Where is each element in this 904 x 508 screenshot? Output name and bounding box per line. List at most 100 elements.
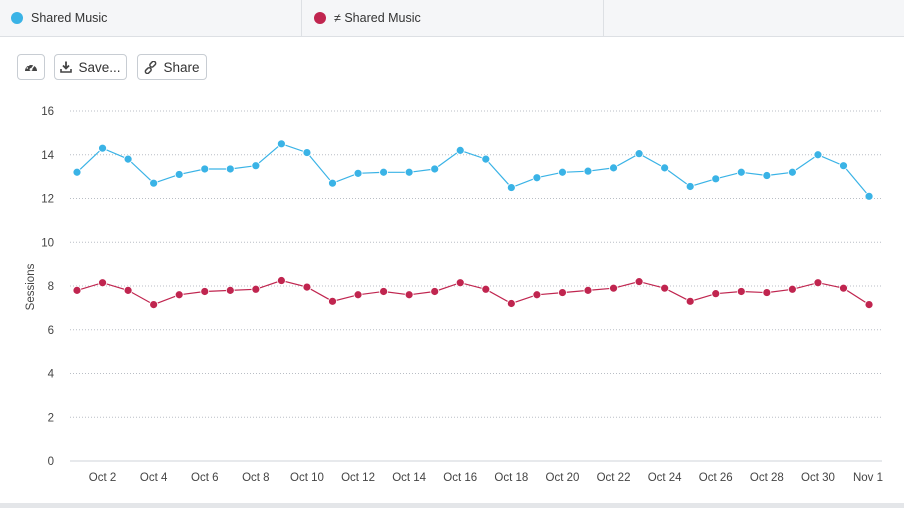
- legend-label: Shared Music: [31, 11, 108, 25]
- data-point: [558, 288, 567, 297]
- y-tick-label: 10: [41, 237, 54, 249]
- x-tick-label: Oct 6: [191, 472, 218, 484]
- data-point: [685, 182, 695, 191]
- legend-bar: Shared Music ≠ Shared Music: [0, 0, 904, 37]
- x-tick-label: Oct 14: [392, 472, 426, 484]
- data-point: [379, 167, 389, 177]
- data-point: [430, 164, 440, 174]
- x-tick-label: Oct 18: [494, 472, 528, 484]
- data-point: [123, 285, 133, 295]
- data-point: [711, 289, 721, 299]
- data-point: [200, 287, 210, 296]
- y-tick-label: 14: [41, 150, 54, 162]
- data-point: [251, 161, 261, 171]
- data-point: [328, 296, 337, 306]
- y-axis-label: Sessions: [25, 263, 37, 310]
- data-point: [276, 139, 286, 149]
- data-point: [762, 171, 772, 180]
- x-tick-label: Oct 4: [140, 472, 168, 484]
- data-point: [98, 278, 107, 288]
- series-color-dot: [11, 12, 23, 24]
- y-tick-label: 12: [41, 194, 54, 206]
- data-point: [430, 287, 440, 296]
- bottom-scrollbar: [0, 503, 904, 508]
- data-point: [149, 178, 159, 188]
- x-tick-label: Oct 24: [648, 472, 682, 484]
- series-line-1: [76, 143, 870, 197]
- data-point: [276, 276, 286, 285]
- data-point: [481, 154, 491, 164]
- dashboard-icon: [25, 63, 37, 71]
- data-point: [506, 183, 516, 192]
- data-point: [736, 167, 746, 177]
- data-point: [174, 170, 184, 179]
- data-point: [532, 173, 542, 183]
- data-point: [353, 168, 363, 178]
- data-point: [660, 283, 670, 293]
- data-point: [864, 300, 874, 309]
- data-point: [788, 284, 797, 294]
- data-point: [379, 287, 389, 296]
- y-tick-label: 0: [48, 456, 54, 468]
- data-point: [558, 167, 567, 177]
- data-point: [174, 290, 184, 300]
- x-tick-label: Oct 28: [750, 472, 784, 484]
- data-point: [251, 284, 261, 294]
- data-point: [225, 164, 235, 174]
- x-tick-label: Oct 16: [443, 472, 477, 484]
- legend-label: ≠ Shared Music: [334, 11, 421, 25]
- data-point: [72, 167, 82, 177]
- data-point: [788, 167, 797, 177]
- download-icon: [60, 61, 73, 73]
- data-point: [609, 163, 618, 173]
- x-tick-label: Oct 10: [290, 472, 324, 484]
- data-point: [762, 288, 772, 297]
- data-point: [609, 283, 618, 293]
- x-tick-label: Oct 2: [89, 472, 116, 484]
- legend-item-shared-music[interactable]: Shared Music: [0, 0, 302, 36]
- data-point: [328, 178, 337, 188]
- save-label: Save...: [78, 59, 121, 75]
- data-point: [685, 296, 695, 306]
- y-tick-label: 2: [48, 412, 54, 424]
- dashboard-button[interactable]: [17, 54, 45, 80]
- legend-item-not-shared-music[interactable]: ≠ Shared Music: [302, 0, 604, 36]
- data-point: [736, 287, 746, 296]
- data-point: [455, 278, 465, 288]
- data-point: [634, 149, 644, 159]
- data-point: [839, 161, 848, 171]
- y-tick-label: 6: [48, 325, 54, 337]
- series-line-2: [76, 279, 870, 306]
- data-point: [864, 191, 874, 201]
- data-point: [404, 290, 414, 300]
- data-point: [711, 174, 721, 184]
- data-point: [149, 300, 159, 309]
- link-icon: [145, 60, 157, 74]
- data-point: [634, 277, 644, 287]
- data-point: [123, 154, 133, 164]
- y-tick-label: 16: [41, 106, 54, 118]
- x-tick-label: Oct 26: [699, 472, 733, 484]
- data-point: [302, 148, 312, 157]
- y-tick-label: 4: [48, 369, 55, 381]
- x-tick-label: Oct 8: [242, 472, 269, 484]
- series-color-dot: [314, 12, 326, 24]
- data-point: [506, 299, 516, 308]
- x-tick-label: Oct 22: [597, 472, 631, 484]
- data-point: [583, 285, 593, 295]
- data-point: [839, 283, 848, 293]
- save-button[interactable]: Save...: [54, 54, 127, 80]
- data-point: [98, 143, 107, 153]
- data-point: [532, 290, 542, 300]
- x-tick-label: Oct 12: [341, 472, 375, 484]
- x-tick-label: Nov 1: [853, 472, 883, 484]
- data-point: [813, 150, 823, 160]
- share-button[interactable]: Share: [137, 54, 207, 80]
- y-tick-label: 8: [48, 281, 54, 293]
- data-point: [455, 145, 465, 155]
- data-point: [200, 164, 210, 174]
- data-point: [353, 290, 363, 300]
- data-point: [404, 167, 414, 177]
- data-point: [302, 282, 312, 292]
